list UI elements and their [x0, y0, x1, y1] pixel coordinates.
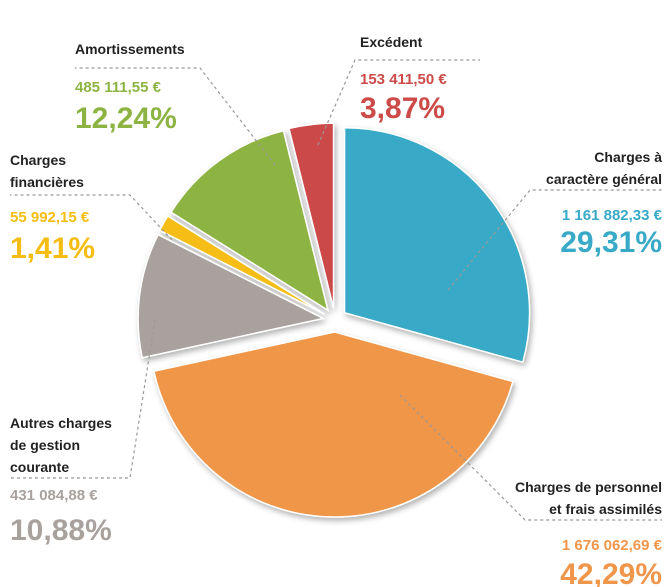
- value-label: 10,88%: [10, 514, 112, 547]
- leader-line: [75, 67, 276, 166]
- leader-line: [447, 189, 662, 291]
- leader-line: [10, 319, 156, 479]
- category-label: financières: [10, 174, 84, 190]
- labels: Charges à caractère général 1 161 882,33 €…: [10, 34, 663, 587]
- category-label: Charges à: [594, 149, 662, 165]
- amount-label: 153 411,50 €: [360, 71, 447, 88]
- category-label: courante: [10, 459, 69, 475]
- category-label: Amortissements: [75, 41, 185, 57]
- leader-lines: [10, 59, 662, 521]
- pie-slice: [152, 331, 514, 518]
- amount-label: 55 992,15 €: [10, 209, 90, 226]
- value-label: 1,41%: [10, 232, 95, 265]
- category-label: Charges de personnel: [515, 479, 662, 495]
- leader-line: [317, 59, 480, 146]
- amount-label: 1 676 062,69 €: [562, 537, 663, 554]
- amount-label: 1 161 882,33 €: [562, 207, 663, 224]
- amount-label: 485 111,55 €: [75, 79, 162, 96]
- pie-slice: [158, 215, 325, 315]
- pie: [137, 122, 531, 518]
- pie-slice: [170, 129, 330, 312]
- value-label: 42,29%: [560, 558, 662, 587]
- category-label: Excédent: [360, 34, 423, 50]
- category-label: de gestion: [10, 437, 80, 453]
- category-label: Charges: [10, 152, 66, 168]
- pie-slice: [343, 126, 531, 364]
- leader-line: [10, 194, 173, 241]
- value-label: 29,31%: [560, 226, 662, 259]
- category-label: et frais assimilés: [549, 501, 662, 517]
- category-label: Autres charges: [10, 415, 112, 431]
- category-label: caractère général: [546, 171, 662, 187]
- pie-slice: [137, 233, 326, 359]
- pie-slice: [288, 122, 335, 309]
- leader-line: [399, 394, 662, 521]
- value-label: 3,87%: [360, 92, 445, 125]
- value-label: 12,24%: [75, 102, 177, 135]
- amount-label: 431 084,88 €: [10, 487, 98, 504]
